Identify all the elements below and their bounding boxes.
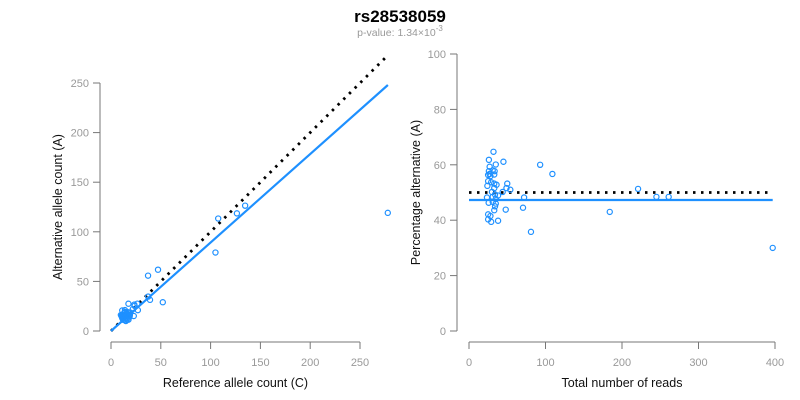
data-point	[634, 185, 642, 193]
data-point	[503, 184, 510, 192]
data-point	[487, 179, 495, 186]
data-point	[487, 212, 494, 220]
data-point	[146, 296, 154, 304]
data-point	[233, 210, 241, 217]
y-tick-label: 50	[77, 276, 89, 288]
data-point	[134, 300, 141, 307]
data-point	[502, 206, 509, 213]
data-point	[491, 207, 498, 214]
data-point	[494, 192, 502, 199]
y-tick-label: 200	[71, 128, 89, 140]
y-tick-label: 0	[440, 326, 446, 338]
data-point	[527, 228, 535, 236]
x-tick-label: 200	[613, 357, 631, 369]
data-point	[212, 249, 219, 256]
x-tick-label: 300	[689, 357, 707, 369]
data-point	[500, 158, 507, 165]
y-axis-title: Percentage alternative (A)	[409, 120, 423, 265]
data-point	[125, 300, 132, 307]
x-axis-title: Reference allele count (C)	[163, 376, 308, 390]
y-tick-label: 20	[434, 271, 446, 283]
data-point	[665, 193, 672, 201]
x-tick-label: 400	[766, 357, 784, 369]
data-point	[492, 161, 499, 168]
x-tick-label: 0	[466, 357, 472, 369]
y-tick-label: 40	[434, 215, 446, 227]
data-point	[499, 188, 506, 196]
data-point	[536, 161, 544, 168]
subtitle-exponent: -3	[436, 24, 444, 33]
data-point	[384, 209, 391, 217]
data-point	[520, 194, 528, 201]
data-point	[485, 156, 493, 164]
data-point	[491, 203, 499, 210]
y-tick-label: 100	[428, 49, 446, 61]
fit-line	[110, 84, 389, 332]
data-point	[491, 167, 498, 175]
right-panel: 0 20 40 60 80 100 0 100 200 300 400 Total number of…	[409, 49, 784, 390]
data-point	[492, 200, 499, 207]
data-point	[214, 215, 222, 222]
data-point	[134, 306, 142, 314]
y-axis-title: Alternative allele count (A)	[51, 134, 65, 280]
data-point	[487, 218, 495, 226]
data-point	[507, 186, 514, 193]
data-point	[485, 199, 492, 206]
data-point	[549, 170, 556, 178]
data-point	[241, 202, 249, 209]
data-point	[159, 299, 166, 306]
data-point	[486, 163, 493, 170]
x-tick-label: 0	[108, 357, 114, 369]
data-point	[519, 204, 527, 211]
x-axis-title: Total number of reads	[562, 376, 683, 390]
x-tick-label: 100	[201, 357, 219, 369]
x-tick-label: 100	[536, 357, 554, 369]
y-tick-label: 0	[83, 326, 89, 338]
y-tick-label: 150	[71, 177, 89, 189]
data-point	[606, 208, 613, 216]
chart-title: rs28538059	[354, 7, 446, 26]
data-point	[494, 217, 502, 224]
y-tick-label: 80	[434, 104, 446, 116]
x-tick-label: 50	[155, 357, 167, 369]
data-point	[484, 177, 492, 185]
y-tick-label: 250	[71, 78, 89, 90]
data-point	[493, 181, 500, 188]
x-tick-label: 250	[351, 357, 369, 369]
data-point	[154, 266, 162, 273]
data-point	[144, 272, 152, 279]
expected-line	[110, 55, 388, 332]
data-point	[491, 191, 499, 198]
data-point	[653, 193, 660, 201]
left-panel: 0 50 100 150 200 250 0 50 100 150 200 250 Reference …	[51, 55, 391, 390]
subtitle-prefix: p-value: 1.34×10	[357, 27, 436, 39]
chart-subtitle: p-value: 1.34×10-3	[357, 24, 443, 39]
x-tick-label: 200	[301, 357, 319, 369]
data-point	[490, 148, 497, 155]
data-point	[130, 312, 137, 320]
data-point	[126, 313, 133, 320]
data-point	[769, 244, 776, 252]
data-point	[504, 180, 511, 187]
y-tick-label: 60	[434, 160, 446, 172]
x-tick-label: 150	[251, 357, 269, 369]
data-point	[144, 293, 152, 300]
data-point	[491, 171, 498, 178]
y-tick-label: 100	[71, 227, 89, 239]
